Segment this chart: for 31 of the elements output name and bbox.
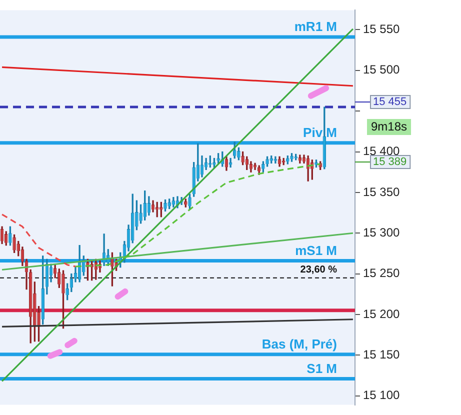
candlestick: [237, 147, 240, 160]
candlestick: [266, 156, 269, 167]
text: 15 455: [373, 96, 407, 108]
y-tick-label: 15 550: [363, 22, 400, 36]
y-tick-label: 15 250: [363, 266, 400, 280]
ref-line-label: mS1 M: [295, 242, 337, 258]
ref-line-label: S1 M: [306, 360, 337, 376]
y-tick-label: 15 100: [363, 388, 400, 402]
annotation: 23,60 %: [300, 264, 338, 276]
text: 15 389: [373, 156, 407, 168]
candlestick: [188, 194, 192, 210]
ref-line-label: mR1 M: [294, 19, 337, 34]
candlestick: [12, 234, 16, 253]
ref-line-label: Bas (M, Pré): [262, 336, 337, 352]
candlestick: [262, 161, 265, 172]
candlestick: [62, 270, 65, 329]
candlestick: [241, 151, 244, 166]
candlestick: [139, 204, 142, 224]
line-series: [1, 214, 76, 268]
text: 9m18s: [371, 119, 408, 134]
y-tick-label: 15 500: [363, 62, 400, 77]
y-tick-label: 15 350: [363, 184, 400, 199]
line-series: [74, 163, 322, 268]
candlestick: [8, 226, 12, 246]
candlestick: [290, 153, 294, 162]
y-tick-label: 15 200: [363, 306, 400, 321]
y-tick-label: 15 300: [363, 225, 400, 240]
y-tick-label: 15 150: [363, 347, 400, 362]
y-tick-label: 15 400: [363, 144, 400, 158]
candlestick: [164, 199, 167, 212]
ref-line-label: Piv M: [303, 124, 337, 140]
